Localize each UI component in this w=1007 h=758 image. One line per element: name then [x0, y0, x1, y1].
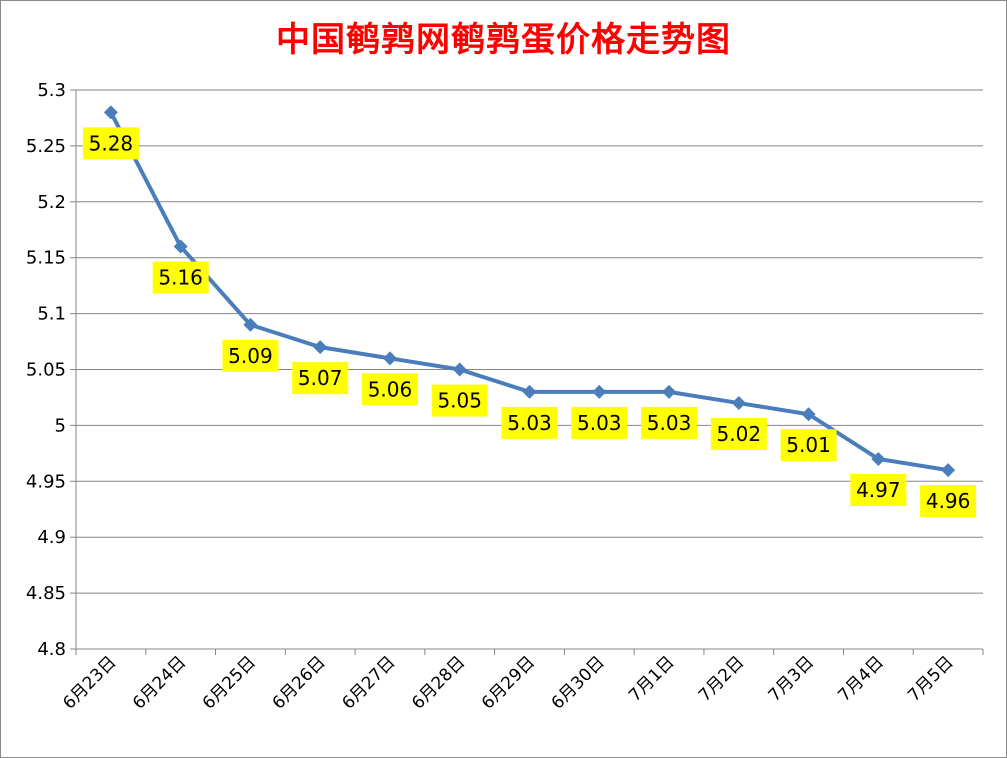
data-label: 5.16	[158, 266, 203, 290]
data-label: 5.05	[437, 389, 482, 413]
x-tick-label: 6月23日	[59, 652, 120, 713]
data-label: 5.07	[298, 366, 343, 390]
data-label-background	[920, 485, 977, 518]
data-point-marker	[173, 239, 188, 254]
x-tick-label: 7月5日	[904, 652, 957, 705]
data-label: 5.03	[507, 411, 552, 435]
data-point-marker	[103, 105, 118, 120]
y-tick-labels: 4.8 4.85 4.9 4.95 5 5.05 5.1 5.15 5.2 5.25 5.3	[26, 80, 66, 660]
data-label-background	[501, 406, 558, 439]
y-tick-label: 5.15	[26, 248, 66, 269]
data-label-background	[571, 406, 628, 439]
data-label-background	[641, 406, 698, 439]
data-label-background	[222, 339, 279, 372]
data-point-marker	[313, 340, 328, 355]
data-label: 4.97	[856, 478, 901, 502]
x-tick-label: 6月28日	[408, 652, 469, 713]
y-tick-label: 5	[55, 415, 66, 436]
series	[103, 105, 956, 478]
x-tick-label: 7月2日	[695, 652, 748, 705]
data-label-background	[850, 473, 907, 506]
x-tick-label: 7月4日	[834, 652, 887, 705]
x-tick-label: 6月24日	[129, 652, 190, 713]
data-point-marker	[941, 463, 956, 478]
data-label: 5.28	[89, 131, 134, 155]
data-point-marker	[522, 384, 537, 399]
data-label-background	[82, 127, 139, 160]
data-label-background	[431, 384, 488, 417]
data-point-marker	[592, 384, 607, 399]
data-label-background	[361, 373, 418, 406]
data-label: 5.01	[786, 433, 831, 457]
data-label: 5.03	[577, 411, 622, 435]
y-tick-label: 4.9	[37, 527, 66, 548]
data-point-marker	[243, 317, 258, 332]
x-tick-label: 6月26日	[269, 652, 330, 713]
data-label: 5.06	[368, 377, 413, 401]
data-label: 5.02	[717, 422, 762, 446]
data-point-marker	[801, 407, 816, 422]
x-tick-label: 6月30日	[548, 652, 609, 713]
y-tick-label: 5.3	[37, 80, 66, 101]
axes	[70, 89, 984, 655]
data-point-marker	[662, 384, 677, 399]
data-point-marker	[731, 396, 746, 411]
y-tick-label: 5.2	[37, 192, 66, 213]
y-tick-label: 5.05	[26, 360, 66, 381]
y-tick-label: 5.1	[37, 304, 66, 325]
y-tick-label: 4.85	[26, 583, 66, 604]
chart-title: 中国鹌鹑网鹌鹑蛋价格走势图	[276, 20, 731, 60]
data-label: 4.96	[926, 489, 971, 513]
y-tick-label: 4.8	[37, 639, 66, 660]
data-point-marker	[452, 362, 467, 377]
y-tick-label: 5.25	[26, 136, 66, 157]
data-label-background	[152, 261, 209, 294]
x-tick-label: 6月29日	[478, 652, 539, 713]
x-tick-label: 6月25日	[199, 652, 260, 713]
y-tick-label: 4.95	[26, 471, 66, 492]
data-labels: 5.28 5.16 5.09 5.07 5.06 5.05 5.03 5.03 5.03 5.02…	[82, 127, 977, 518]
data-label-background	[780, 429, 837, 462]
x-tick-label: 6月27日	[338, 652, 399, 713]
data-label-background	[710, 418, 767, 451]
grid-lines	[76, 89, 983, 594]
data-point-marker	[871, 451, 886, 466]
x-tick-label: 7月1日	[625, 652, 678, 705]
data-label: 5.09	[228, 344, 273, 368]
x-tick-label: 7月3日	[765, 652, 818, 705]
data-label: 5.03	[647, 411, 692, 435]
data-label-background	[292, 362, 349, 395]
x-tick-labels: 6月23日 6月24日 6月25日 6月26日 6月27日 6月28日 6月29日 6月30日…	[59, 652, 957, 713]
data-point-marker	[382, 351, 397, 366]
